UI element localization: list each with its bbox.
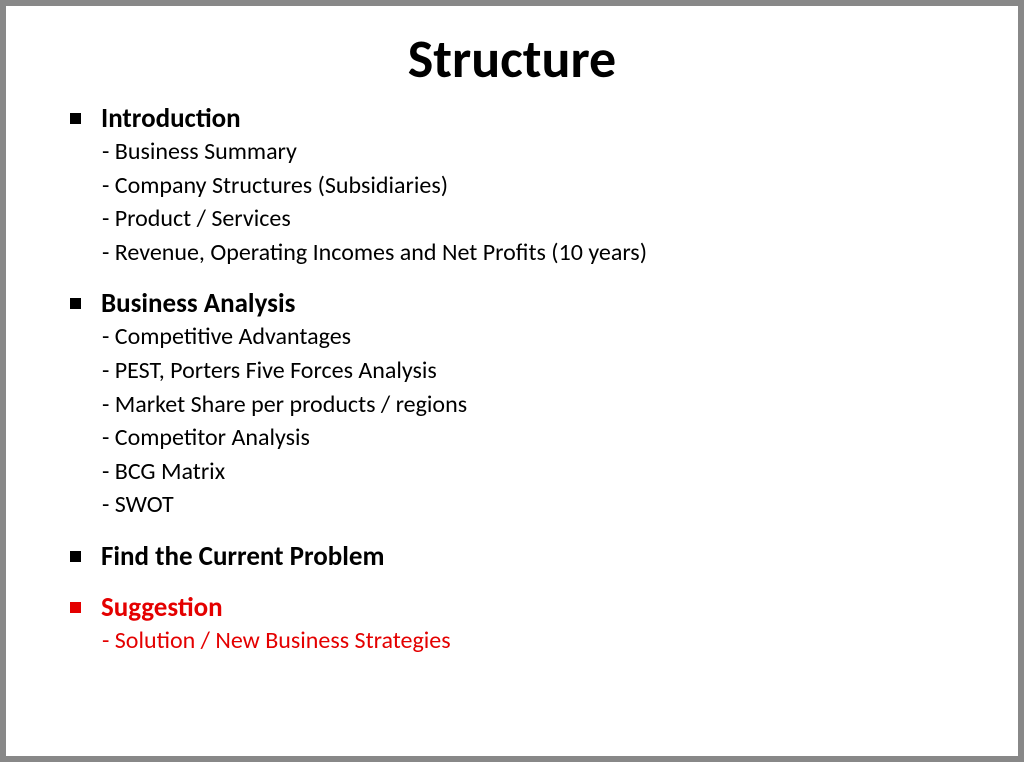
bullet-icon: [70, 602, 81, 613]
section-header-text: Find the Current Problem: [101, 540, 384, 573]
sub-item: - PEST, Porters Five Forces Analysis: [102, 354, 958, 388]
sub-item: - Business Summary: [102, 135, 958, 169]
section-introduction: Introduction - Business Summary - Compan…: [66, 102, 958, 269]
sub-item: - Revenue, Operating Incomes and Net Pro…: [102, 236, 958, 270]
sub-item: - Market Share per products / regions: [102, 388, 958, 422]
sub-item: - BCG Matrix: [102, 455, 958, 489]
section-business-analysis: Business Analysis - Competitive Advantag…: [66, 287, 958, 522]
sub-item: - Competitive Advantages: [102, 320, 958, 354]
section-header: Suggestion: [66, 591, 958, 624]
section-current-problem: Find the Current Problem: [66, 540, 958, 573]
slide-title: Structure: [66, 26, 958, 92]
section-header: Introduction: [66, 102, 958, 135]
sub-item: - Company Structures (Subsidiaries): [102, 169, 958, 203]
sub-item: - Solution / New Business Strategies: [102, 624, 958, 658]
section-header: Find the Current Problem: [66, 540, 958, 573]
section-suggestion: Suggestion - Solution / New Business Str…: [66, 591, 958, 658]
section-header-text: Business Analysis: [101, 287, 295, 320]
bullet-icon: [70, 298, 81, 309]
slide-container: Structure Introduction - Business Summar…: [6, 6, 1018, 756]
sub-item: - Competitor Analysis: [102, 421, 958, 455]
sub-item: - SWOT: [102, 488, 958, 522]
section-header-text: Introduction: [101, 102, 241, 135]
bullet-icon: [70, 113, 81, 124]
sub-item: - Product / Services: [102, 202, 958, 236]
section-header: Business Analysis: [66, 287, 958, 320]
section-header-text: Suggestion: [101, 591, 223, 624]
bullet-icon: [70, 551, 81, 562]
